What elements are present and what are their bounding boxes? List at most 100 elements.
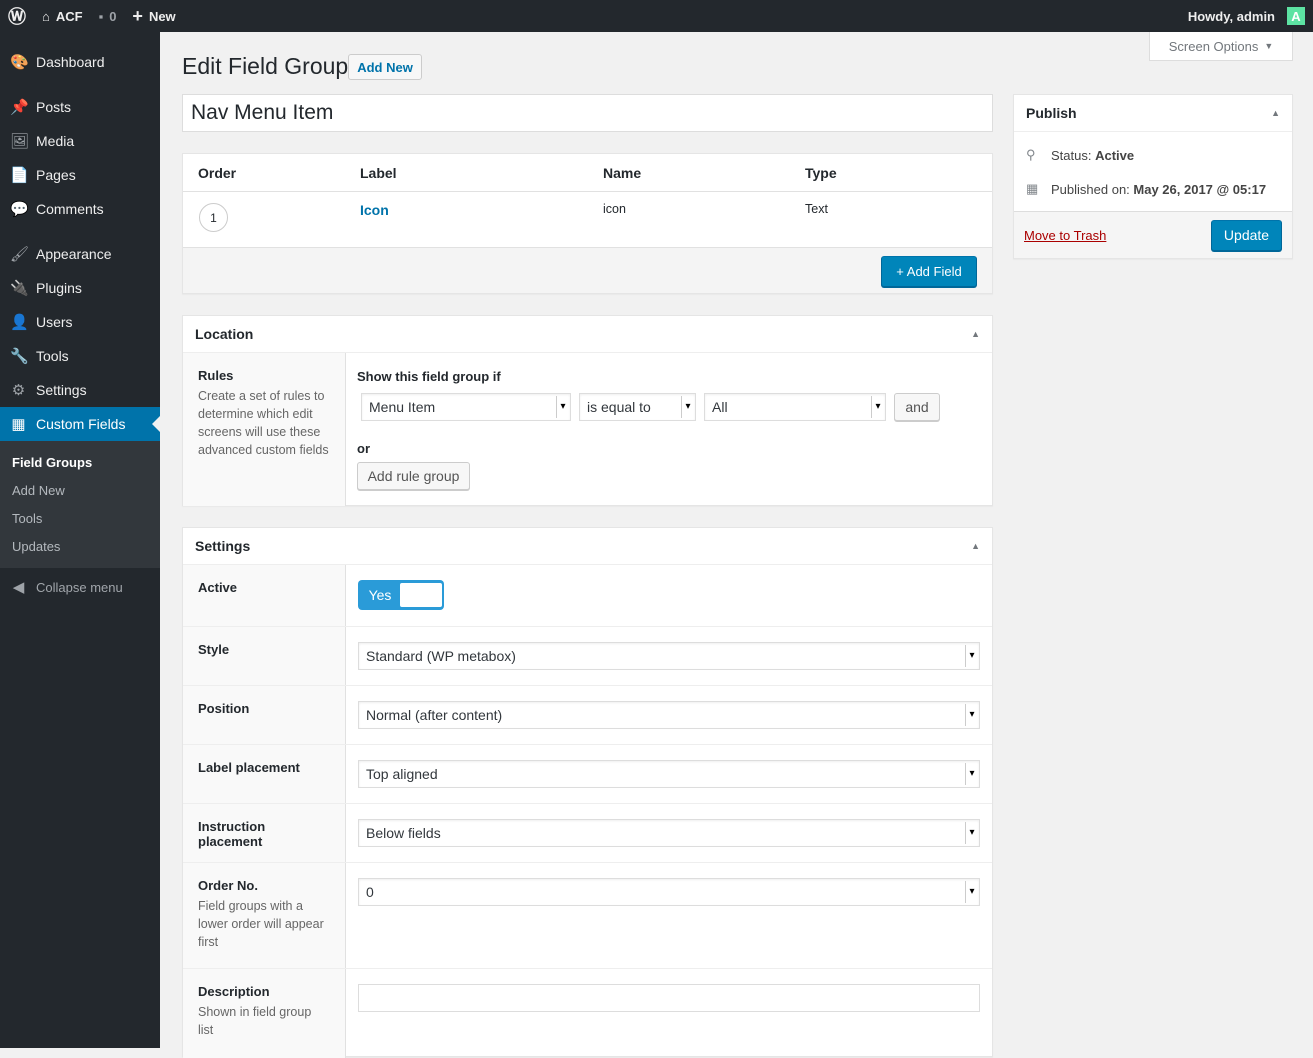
plugin-icon: 🔌 xyxy=(10,280,29,297)
instruction-placement-label: Instruction placement xyxy=(198,819,266,849)
home-icon: ⌂ xyxy=(42,8,50,24)
column-header: Label xyxy=(360,164,397,181)
publish-box: Publish ▲ ⚲ Status: Active ▦ Published on: … xyxy=(1013,94,1293,259)
or-label: or xyxy=(357,441,370,456)
sidebar-item-comments[interactable]: 💬 Comments xyxy=(0,192,160,226)
rule-value-select[interactable]: All xyxy=(704,393,886,421)
add-field-button[interactable]: + Add Field xyxy=(881,256,977,287)
site-link[interactable]: ⌂ ACF xyxy=(42,8,83,24)
column-header: Name xyxy=(603,164,642,181)
sidebar-item-tools[interactable]: 🔧 Tools xyxy=(0,339,160,373)
position-select[interactable]: Normal (after content) xyxy=(358,701,980,729)
description-label: Description xyxy=(198,984,270,999)
instruction-placement-select[interactable]: Below fields xyxy=(358,819,980,847)
rule-param-select[interactable]: Menu Item xyxy=(361,393,571,421)
submenu-item[interactable]: Tools xyxy=(12,510,43,526)
pin-icon: ⚲ xyxy=(1026,147,1036,162)
box-title: Publish xyxy=(1026,105,1077,121)
location-box: Location ▲ Rules Create a set of rules to … xyxy=(182,315,993,506)
settings-box: Settings ▲ Active Yes Style Standard (WP m… xyxy=(182,527,993,1058)
calendar-icon: ▦ xyxy=(1026,181,1039,196)
active-toggle[interactable]: Yes xyxy=(358,580,444,610)
sidebar-item-posts[interactable]: 📌 Posts xyxy=(0,90,160,124)
rule-operator-select[interactable]: is equal to xyxy=(579,393,696,421)
wrench-icon: 🔧 xyxy=(10,348,29,365)
label-placement-label: Label placement xyxy=(198,760,300,775)
field-type: Text xyxy=(805,202,828,216)
order-description: Field groups with a lower order will app… xyxy=(198,899,324,949)
brush-icon: 🖌 xyxy=(10,246,30,263)
sidebar-item-dashboard[interactable]: 🎨 Dashboard xyxy=(0,45,160,79)
description-help: Shown in field group list xyxy=(198,1005,312,1037)
comments-link[interactable]: ▪ 0 xyxy=(98,8,117,24)
media-icon: 🖼 xyxy=(10,133,30,150)
position-label: Position xyxy=(198,701,250,716)
fields-table: Order Label Name Type 1 Icon icon Text +… xyxy=(182,153,993,294)
collapse-icon: ◀ xyxy=(12,579,25,596)
caret-down-icon: ▼ xyxy=(1264,41,1274,51)
field-label-link[interactable]: Icon xyxy=(360,202,389,218)
table-row[interactable]: 1 Icon icon Text xyxy=(183,192,992,247)
label-placement-select[interactable]: Top aligned xyxy=(358,760,980,788)
sidebar-item-label: Users xyxy=(36,314,73,330)
sidebar-item-label: Plugins xyxy=(36,280,82,296)
active-label: Active xyxy=(198,580,238,595)
status-value: Active xyxy=(1095,147,1135,163)
sidebar-item-users[interactable]: 👤 Users xyxy=(0,305,160,339)
avatar: A xyxy=(1287,7,1305,25)
collapse-arrow-icon[interactable]: ▲ xyxy=(1271,108,1280,118)
sidebar-item-label: Pages xyxy=(36,167,76,183)
screen-options-button[interactable]: Screen Options ▼ xyxy=(1149,32,1293,61)
dashboard-icon: 🎨 xyxy=(10,54,29,71)
and-button[interactable]: and xyxy=(894,393,940,421)
field-name: icon xyxy=(603,202,626,216)
sidebar-item-custom-fields[interactable]: ▦ Custom Fields xyxy=(0,407,160,441)
wordpress-logo-icon[interactable]: Ⓦ xyxy=(8,7,26,27)
page-title: Edit Field Group xyxy=(182,53,349,79)
move-to-trash-link[interactable]: Move to Trash xyxy=(1024,227,1107,243)
collapse-menu-button[interactable]: ◀ Collapse menu xyxy=(0,570,160,604)
comment-icon: 💬 xyxy=(10,201,29,218)
sidebar-item-label: Appearance xyxy=(36,246,112,262)
sidebar-item-settings[interactable]: ⚙ Settings xyxy=(0,373,160,407)
description-input[interactable] xyxy=(358,984,980,1012)
new-link[interactable]: + New xyxy=(132,5,176,26)
account-menu[interactable]: Howdy, admin A xyxy=(1180,0,1313,32)
sidebar-item-label: Posts xyxy=(36,99,72,115)
sidebar-item-label: Comments xyxy=(36,201,104,217)
table-icon: ▦ xyxy=(11,416,26,433)
submenu: Field Groups Add New Tools Updates xyxy=(0,441,160,568)
show-if-label: Show this field group if xyxy=(357,369,501,384)
sidebar-item-label: Tools xyxy=(36,348,69,364)
collapse-arrow-icon[interactable]: ▲ xyxy=(971,329,980,339)
update-button[interactable]: Update xyxy=(1211,219,1282,251)
sidebar-item-media[interactable]: 🖼 Media xyxy=(0,124,160,158)
sidebar-item-plugins[interactable]: 🔌 Plugins xyxy=(0,271,160,305)
rules-description: Create a set of rules to determine which… xyxy=(198,389,329,457)
sidebar-item-label: Dashboard xyxy=(36,54,105,70)
style-select[interactable]: Standard (WP metabox) xyxy=(358,642,980,670)
sidebar-item-label: Media xyxy=(36,133,75,149)
sidebar-item-appearance[interactable]: 🖌 Appearance xyxy=(0,237,160,271)
column-header: Order xyxy=(198,164,237,181)
order-badge: 1 xyxy=(199,203,228,232)
submenu-item[interactable]: Field Groups xyxy=(12,454,93,470)
sidebar: 🎨 Dashboard 📌 Posts 🖼 Media 📄 Pages 💬 Comments 🖌 Ap… xyxy=(0,32,160,1048)
title-input[interactable]: Nav Menu Item xyxy=(182,94,993,132)
box-title: Settings xyxy=(195,538,251,554)
order-number-input[interactable]: 0 xyxy=(358,878,980,906)
add-new-button[interactable]: Add New xyxy=(348,54,422,80)
submenu-item[interactable]: Updates xyxy=(12,538,61,554)
sidebar-item-label: Custom Fields xyxy=(36,416,126,432)
box-title: Location xyxy=(195,326,254,342)
submenu-item[interactable]: Add New xyxy=(12,482,65,498)
published-date: May 26, 2017 @ 05:17 xyxy=(1133,181,1267,197)
plus-icon: + xyxy=(132,5,143,26)
style-label: Style xyxy=(198,642,230,657)
collapse-arrow-icon[interactable]: ▲ xyxy=(971,541,980,551)
sidebar-item-pages[interactable]: 📄 Pages xyxy=(0,158,160,192)
pin-icon: 📌 xyxy=(10,99,29,116)
add-rule-group-button[interactable]: Add rule group xyxy=(357,462,470,490)
rules-label: Rules xyxy=(198,368,234,383)
comment-icon: ▪ xyxy=(98,8,104,24)
